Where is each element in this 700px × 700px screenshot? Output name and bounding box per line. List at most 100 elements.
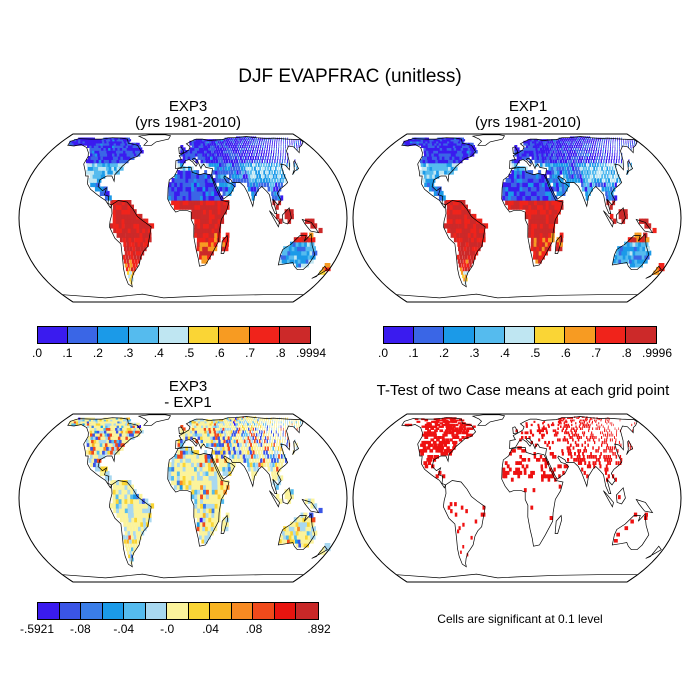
data-cell [243, 439, 246, 444]
data-cell [263, 139, 265, 142]
data-cell [534, 142, 537, 146]
data-cell [185, 484, 189, 490]
data-cell [269, 147, 270, 151]
data-cell [623, 139, 624, 142]
data-cell [278, 174, 280, 179]
significant-cell [565, 429, 567, 433]
data-cell [203, 145, 206, 148]
coastline-australia [277, 513, 316, 551]
data-cell [200, 213, 204, 220]
significant-cell [442, 419, 446, 422]
data-cell [424, 182, 429, 188]
data-cell [143, 526, 147, 532]
data-cell [247, 436, 250, 440]
data-cell [282, 450, 284, 455]
data-cell [608, 159, 610, 164]
data-cell [251, 432, 253, 437]
data-cell [196, 462, 200, 468]
significant-cell [557, 423, 560, 427]
data-cell [137, 425, 141, 428]
data-cell [203, 209, 207, 215]
data-cell [137, 517, 141, 523]
data-cell [257, 436, 259, 440]
data-cell [450, 139, 455, 142]
significant-cell [533, 455, 537, 459]
data-cell [231, 147, 234, 151]
data-cell [523, 147, 527, 151]
data-cell [530, 241, 535, 247]
data-cell [528, 190, 532, 196]
data-cell [213, 422, 216, 426]
data-cell [124, 498, 128, 504]
data-cell [291, 142, 293, 146]
data-cell [222, 436, 225, 440]
data-cell [516, 159, 520, 164]
data-cell [301, 521, 306, 527]
data-cell [438, 162, 444, 167]
data-cell [594, 142, 596, 146]
data-cell [102, 442, 107, 447]
data-cell [608, 170, 610, 175]
data-cell [459, 145, 464, 148]
data-cell [578, 136, 580, 139]
data-cell [174, 466, 178, 472]
data-cell [519, 174, 523, 179]
data-cell [297, 539, 303, 544]
data-cell [115, 147, 120, 151]
significant-cell [578, 452, 580, 456]
data-cell [202, 156, 206, 160]
significant-cell [519, 455, 522, 459]
data-cell [247, 186, 251, 192]
data-cell [276, 159, 278, 164]
data-cell [324, 546, 331, 552]
data-cell [565, 159, 568, 164]
data-cell [194, 507, 198, 514]
data-cell [194, 512, 198, 518]
significant-cell [611, 449, 613, 453]
significant-cell [429, 455, 433, 459]
data-cell [174, 195, 178, 201]
data-cell [604, 174, 606, 179]
data-cell [202, 182, 206, 188]
data-cell [593, 140, 595, 144]
data-cell [545, 223, 550, 229]
significant-cell [521, 464, 525, 469]
data-cell [286, 246, 291, 252]
data-cell [142, 227, 146, 234]
data-cell [118, 209, 123, 215]
data-cell [168, 195, 172, 201]
data-cell [448, 145, 453, 148]
data-cell [250, 174, 254, 179]
data-cell [519, 178, 523, 183]
data-cell [523, 142, 526, 146]
data-cell [216, 430, 219, 434]
data-cell [185, 462, 189, 468]
data-cell [513, 174, 518, 179]
data-cell [452, 142, 457, 146]
data-cell [204, 140, 207, 144]
data-cell [571, 156, 574, 160]
data-cell [107, 156, 113, 160]
data-cell [295, 420, 297, 424]
data-cell [215, 178, 219, 183]
data-cell [241, 170, 245, 175]
data-cell [137, 237, 141, 243]
significant-cell [568, 446, 571, 450]
data-cell [202, 232, 207, 238]
data-cell [287, 439, 288, 444]
significant-cell [562, 419, 564, 422]
data-cell [188, 466, 192, 472]
data-cell [197, 432, 200, 437]
significant-cell [551, 474, 555, 479]
data-cell [618, 209, 622, 215]
data-cell [88, 458, 94, 463]
data-cell [197, 218, 201, 224]
data-cell [428, 186, 434, 192]
data-cell [193, 454, 197, 459]
data-cell [466, 263, 470, 268]
data-cell [534, 218, 538, 224]
data-cell [436, 170, 441, 175]
data-cell [231, 174, 235, 179]
data-cell [251, 425, 253, 428]
data-cell [614, 166, 616, 171]
